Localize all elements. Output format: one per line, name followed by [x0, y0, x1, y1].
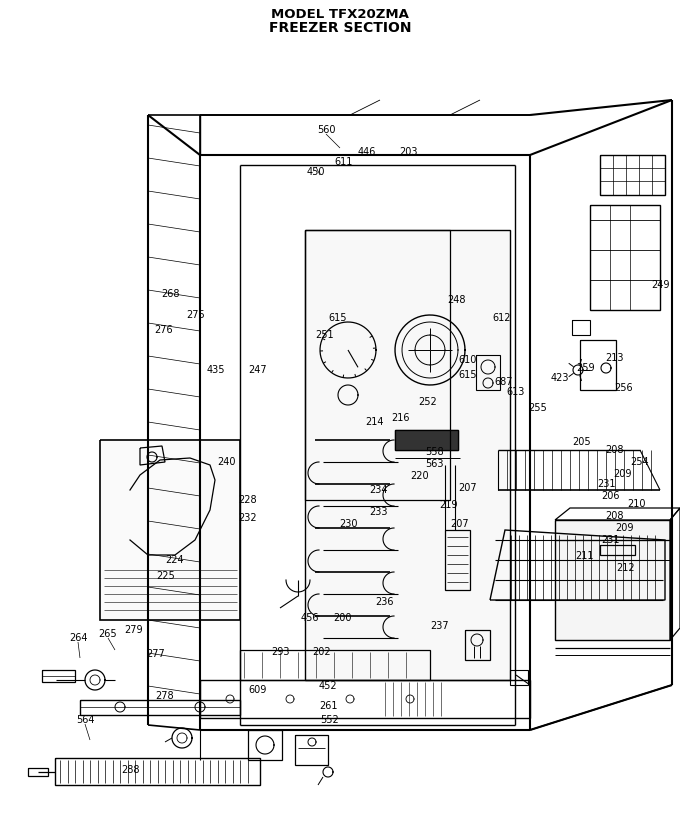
Text: 211: 211 — [575, 551, 593, 561]
Text: 552: 552 — [321, 715, 339, 725]
Text: 207: 207 — [451, 519, 469, 529]
Text: 279: 279 — [124, 625, 143, 635]
Text: 249: 249 — [651, 280, 669, 290]
Text: 219: 219 — [439, 500, 457, 510]
Text: 230: 230 — [339, 519, 357, 529]
Text: 423: 423 — [551, 373, 569, 383]
Text: 212: 212 — [617, 563, 635, 573]
Text: 232: 232 — [239, 513, 257, 523]
Text: 213: 213 — [605, 353, 624, 363]
Text: 261: 261 — [319, 701, 337, 711]
Text: 435: 435 — [207, 365, 225, 375]
Polygon shape — [305, 230, 510, 680]
Text: 687: 687 — [495, 377, 513, 387]
Text: 288: 288 — [121, 765, 139, 775]
Text: 276: 276 — [154, 325, 173, 335]
Text: MODEL TFX20ZMA: MODEL TFX20ZMA — [271, 8, 409, 21]
Text: 210: 210 — [627, 499, 645, 509]
Text: 248: 248 — [447, 295, 465, 305]
Text: 216: 216 — [391, 413, 409, 423]
Text: 450: 450 — [307, 167, 325, 177]
Text: 609: 609 — [249, 685, 267, 695]
Text: 259: 259 — [577, 363, 595, 373]
Text: 278: 278 — [156, 691, 174, 701]
Text: 564: 564 — [75, 715, 95, 725]
Polygon shape — [395, 430, 458, 450]
Text: 220: 220 — [411, 471, 429, 481]
Text: 610: 610 — [459, 355, 477, 365]
Text: 236: 236 — [375, 597, 393, 607]
Text: 202: 202 — [313, 647, 331, 657]
Text: 200: 200 — [333, 613, 352, 623]
Text: 231: 231 — [600, 535, 619, 545]
Text: 251: 251 — [316, 330, 335, 340]
Text: 456: 456 — [301, 613, 319, 623]
Text: 206: 206 — [600, 491, 619, 501]
Text: 209: 209 — [613, 469, 631, 479]
Text: 240: 240 — [217, 457, 235, 467]
Text: 256: 256 — [615, 383, 633, 393]
Text: 277: 277 — [147, 649, 165, 659]
Text: 228: 228 — [239, 495, 257, 505]
Polygon shape — [555, 520, 670, 640]
Text: 293: 293 — [271, 647, 289, 657]
Text: 255: 255 — [528, 403, 547, 413]
Text: 231: 231 — [597, 479, 615, 489]
Text: 252: 252 — [419, 397, 437, 407]
Text: 560: 560 — [317, 125, 335, 135]
Text: 268: 268 — [160, 289, 180, 299]
Text: 615: 615 — [459, 370, 477, 380]
Text: 224: 224 — [166, 555, 184, 565]
Text: 615: 615 — [328, 313, 347, 323]
Text: 214: 214 — [366, 417, 384, 427]
Text: 275: 275 — [186, 310, 205, 320]
Text: 613: 613 — [507, 387, 525, 397]
Text: 208: 208 — [605, 511, 624, 521]
Text: 225: 225 — [156, 571, 175, 581]
Text: 205: 205 — [573, 437, 592, 447]
Text: 563: 563 — [425, 459, 443, 469]
Text: 203: 203 — [398, 147, 418, 157]
Text: FREEZER SECTION: FREEZER SECTION — [269, 21, 411, 35]
Text: 209: 209 — [615, 523, 633, 533]
Text: 234: 234 — [369, 485, 387, 495]
Text: 208: 208 — [605, 445, 624, 455]
Text: 265: 265 — [99, 629, 118, 639]
Text: 254: 254 — [630, 457, 649, 467]
Text: 264: 264 — [69, 633, 87, 643]
Text: 611: 611 — [335, 157, 353, 167]
Text: 247: 247 — [249, 365, 267, 375]
Text: 233: 233 — [369, 507, 387, 517]
Text: 237: 237 — [430, 621, 449, 631]
Text: 207: 207 — [459, 483, 477, 493]
Text: 558: 558 — [425, 447, 443, 457]
Polygon shape — [100, 440, 240, 620]
Text: 452: 452 — [319, 681, 337, 691]
Text: 612: 612 — [493, 313, 511, 323]
Text: 446: 446 — [358, 147, 376, 157]
